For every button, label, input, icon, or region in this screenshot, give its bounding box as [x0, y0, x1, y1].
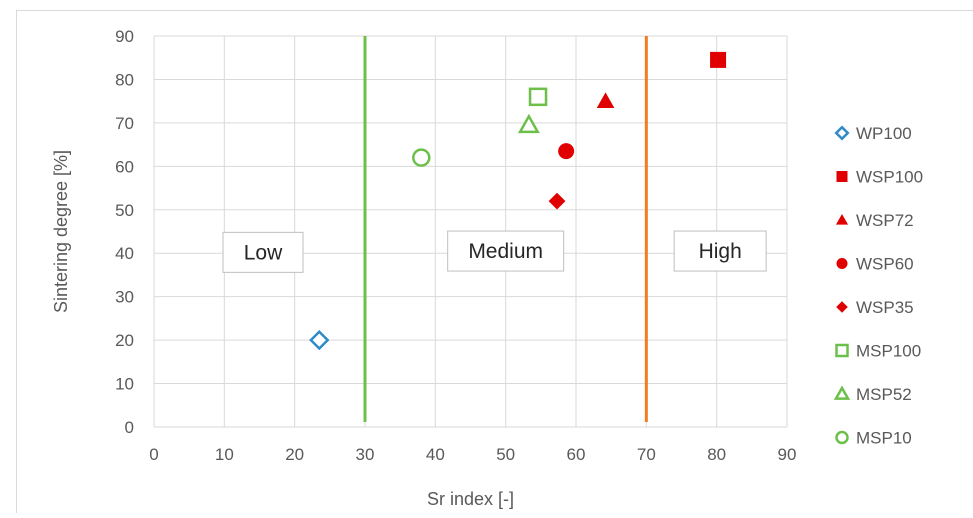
x-tick-label: 50 [496, 445, 515, 464]
region-label: Low [244, 241, 283, 264]
x-tick-label: 90 [778, 445, 797, 464]
y-tick-label: 10 [115, 375, 134, 394]
legend-marker [836, 388, 848, 399]
legend-label: MSP52 [856, 385, 912, 404]
y-axis-title: Sintering degree [%] [51, 150, 71, 313]
y-tick-label: 20 [115, 331, 134, 350]
legend-label: WP100 [856, 124, 912, 143]
y-tick-label: 40 [115, 244, 134, 263]
region-label: Medium [468, 240, 543, 263]
legend-marker [837, 345, 848, 356]
legend-label: WSP35 [856, 298, 914, 317]
legend-label: WSP72 [856, 211, 914, 230]
x-tick-label: 80 [707, 445, 726, 464]
data-point [549, 193, 566, 210]
x-tick-label: 20 [285, 445, 304, 464]
y-tick-label: 70 [115, 114, 134, 133]
x-tick-label: 30 [356, 445, 375, 464]
y-tick-label: 90 [115, 27, 134, 46]
legend-label: WSP100 [856, 168, 923, 187]
data-point [413, 150, 429, 166]
x-tick-label: 0 [149, 445, 158, 464]
x-axis-title: Sr index [-] [427, 489, 514, 509]
legend-label: MSP10 [856, 429, 912, 448]
x-tick-label: 10 [215, 445, 234, 464]
y-tick-label: 30 [115, 288, 134, 307]
legend-label: MSP100 [856, 342, 921, 361]
legend-label: WSP60 [856, 255, 914, 274]
data-point [558, 143, 574, 159]
legend-marker [836, 214, 848, 225]
x-tick-label: 40 [426, 445, 445, 464]
data-point [710, 52, 726, 68]
region-label: High [699, 240, 742, 263]
x-tick-label: 70 [637, 445, 656, 464]
legend-marker [836, 301, 848, 313]
legend-marker [837, 171, 848, 182]
y-tick-label: 80 [115, 70, 134, 89]
y-tick-label: 60 [115, 157, 134, 176]
legend-marker [836, 127, 848, 139]
data-point [311, 332, 328, 349]
x-tick-label: 60 [567, 445, 586, 464]
y-tick-label: 50 [115, 201, 134, 220]
legend-marker [837, 258, 848, 269]
data-point [520, 116, 538, 132]
legend-marker [837, 432, 848, 443]
data-point [597, 92, 615, 108]
data-point [530, 89, 546, 105]
y-tick-label: 0 [125, 418, 134, 437]
